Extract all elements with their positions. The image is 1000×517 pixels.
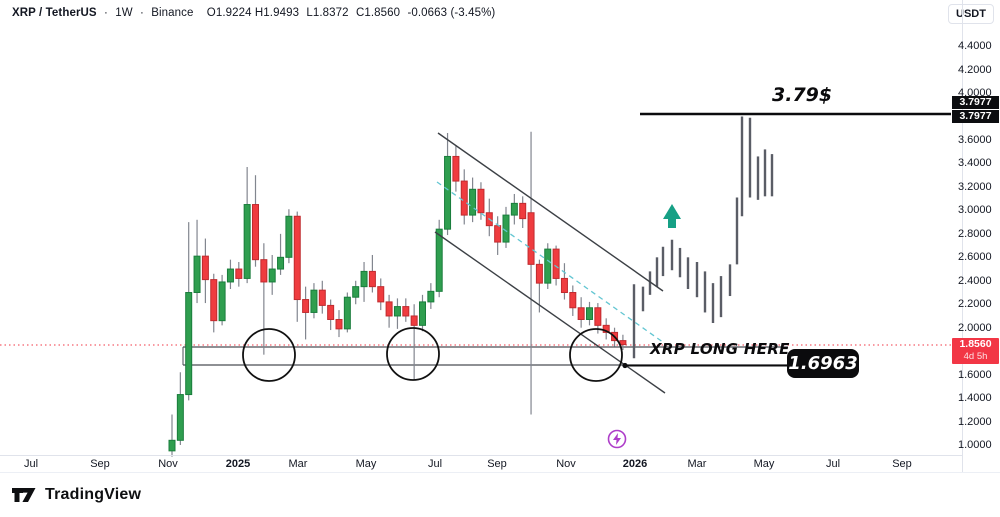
symbol-name[interactable]: XRP / TetherUS: [12, 7, 97, 19]
price-tick-label: 2.8000: [958, 227, 992, 240]
target-price-badge: 3.7977: [952, 110, 999, 123]
price-tick-label: 3.6000: [958, 134, 992, 147]
footer-divider: [0, 472, 1000, 473]
time-tick-label: 2026: [622, 458, 648, 470]
price-tick-label: 3.4000: [958, 157, 992, 170]
time-tick-label: Nov: [556, 458, 576, 470]
symbol-header[interactable]: XRP / TetherUS · 1W · Binance O1.9224 H1…: [12, 7, 499, 19]
price-tick-label: 2.2000: [958, 298, 992, 311]
tradingview-logo[interactable]: TradingView: [12, 485, 141, 505]
channel-midline-dashed[interactable]: [436, 181, 668, 346]
price-tick-label: 1.2000: [958, 415, 992, 428]
price-tick-label: 3.2000: [958, 180, 992, 193]
target-text-annotation[interactable]: 3.79$: [772, 84, 833, 106]
time-tick-label: Jul: [825, 458, 841, 470]
time-tick-label: Jul: [427, 458, 443, 470]
trendline-upper[interactable]: [437, 132, 664, 292]
price-axis-divider: [962, 0, 963, 472]
tradingview-logo-text: TradingView: [45, 486, 142, 503]
ohlc-open: O1.9224: [206, 7, 252, 19]
time-tick-label: Sep: [487, 458, 507, 470]
interval-label[interactable]: 1W: [115, 7, 133, 19]
last-price-value: 1.8560: [959, 338, 992, 350]
lightning-marker-icon[interactable]: [607, 429, 627, 449]
time-tick-label: May: [355, 458, 377, 470]
ohlc-close: C1.8560: [355, 7, 401, 19]
time-tick-label: Mar: [687, 458, 707, 470]
pointer-anchor-dot: [622, 362, 628, 369]
chart-canvas[interactable]: [0, 0, 962, 472]
time-axis-divider: [0, 455, 962, 456]
time-tick-label: Jul: [23, 458, 39, 470]
currency-toggle-button[interactable]: USDT: [948, 4, 994, 24]
time-tick-label: May: [753, 458, 775, 470]
last-price-badge: 1.8560 4d 5h: [952, 338, 999, 364]
time-tick-label: Sep: [90, 458, 110, 470]
ohlc-low: L1.8372: [306, 7, 349, 19]
time-tick-label: Sep: [892, 458, 912, 470]
price-tick-label: 2.4000: [958, 274, 992, 287]
header-dot: ·: [139, 7, 144, 19]
price-tick-label: 1.4000: [958, 392, 992, 405]
price-tick-label: 4.4000: [958, 40, 992, 53]
exchange-label: Binance: [151, 7, 194, 19]
projection-bars[interactable]: [632, 116, 774, 359]
time-tick-label: Mar: [288, 458, 308, 470]
time-tick-label: Nov: [158, 458, 178, 470]
support-price-label[interactable]: 1.6963: [787, 349, 859, 378]
bar-countdown: 4d 5h: [963, 351, 988, 362]
time-tick-label: 2025: [225, 458, 251, 470]
header-dot: ·: [104, 7, 108, 19]
price-tick-label: 1.6000: [958, 368, 992, 381]
price-tick-label: 3.0000: [958, 204, 992, 217]
price-tick-label: 1.0000: [958, 439, 992, 451]
change-value: -0.0663 (-3.45%): [407, 7, 496, 19]
highlight-circle[interactable]: [569, 328, 623, 382]
price-tick-label: 2.0000: [958, 321, 992, 334]
price-tick-label: 4.2000: [958, 63, 992, 76]
highlight-circle[interactable]: [386, 327, 440, 381]
highlight-circle[interactable]: [242, 328, 296, 382]
up-arrow-icon[interactable]: [663, 204, 681, 228]
target-price-badge: 3.7977: [952, 96, 999, 109]
long-entry-annotation[interactable]: XRP LONG HERE: [650, 340, 790, 358]
tradingview-logo-icon: [12, 488, 36, 502]
candles-layer: [168, 131, 627, 457]
ohlc-high: H1.9493: [254, 7, 300, 19]
price-tick-label: 2.6000: [958, 251, 992, 264]
